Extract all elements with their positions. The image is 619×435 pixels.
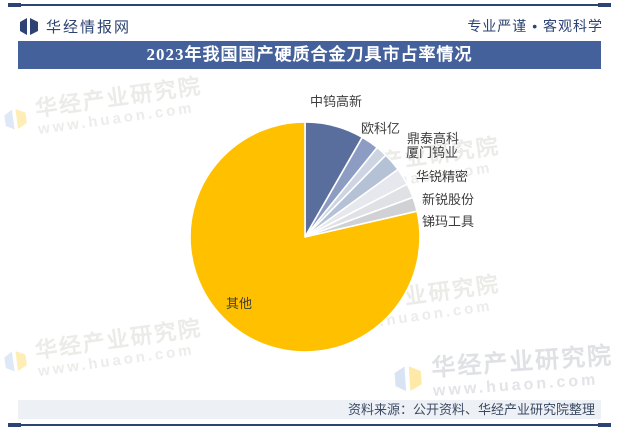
watermark-line2: www.huaon.com [432, 371, 599, 400]
watermark-line1: 华经产业研究院 [33, 315, 204, 364]
pie-slice-7 [189, 121, 421, 353]
top-divider-left-cap [8, 3, 21, 7]
watermark: 华经产业研究院 www.huaon.com [0, 73, 206, 144]
bottom-divider-right-cap [598, 423, 611, 427]
watermark: 华经产业研究院 www.huaon.com [0, 315, 206, 386]
watermark-line2: www.huaon.com [37, 341, 196, 381]
site-name: 华经情报网 [46, 18, 132, 36]
watermark-text: 华经产业研究院 www.huaon.com [33, 315, 206, 381]
bottom-divider [8, 423, 611, 427]
chart-title: 2023年我国国产硬质合金刀具市占率情况 [18, 41, 601, 69]
pie-chart [189, 121, 421, 353]
pie-label-0: 中钨高新 [310, 94, 363, 109]
pie-chart-area [188, 120, 422, 354]
huaon-logo-icon [20, 17, 38, 35]
top-divider [8, 3, 611, 7]
huaon-watermark-logo-icon [394, 366, 422, 392]
bottom-divider-left-cap [8, 423, 21, 427]
huaon-watermark-logo-icon [4, 109, 27, 130]
huaon-watermark-logo-icon [4, 351, 27, 372]
header: 华经情报网 专业严谨 • 客观科学 [18, 14, 603, 38]
pie-label-5: 新锐股份 [422, 192, 475, 207]
pie-label-3: 厦门钨业 [406, 145, 459, 160]
watermark-line1: 华经产业研究院 [33, 73, 204, 122]
pie-label-6: 锑玛工具 [422, 214, 475, 229]
pie-label-1: 欧科亿 [361, 121, 401, 136]
pie-label-2: 鼎泰高科 [407, 131, 460, 146]
watermark-text: 华经产业研究院 www.huaon.com [431, 342, 616, 401]
slogan-text: 专业严谨 • 客观科学 [467, 18, 603, 34]
brand: 华经情报网 [18, 16, 131, 37]
source-note: 资料来源：公开资料、华经产业研究院整理 [18, 400, 601, 419]
top-divider-right-cap [598, 3, 611, 7]
watermark: 华经产业研究院 www.huaon.com [391, 342, 616, 403]
watermark-line1: 华经产业研究院 [430, 342, 615, 382]
pie-label-4: 华锐精密 [416, 169, 469, 184]
pie-label-7: 其他 [226, 296, 253, 311]
watermark-line2: www.huaon.com [37, 99, 196, 139]
watermark-text: 华经产业研究院 www.huaon.com [33, 73, 206, 139]
